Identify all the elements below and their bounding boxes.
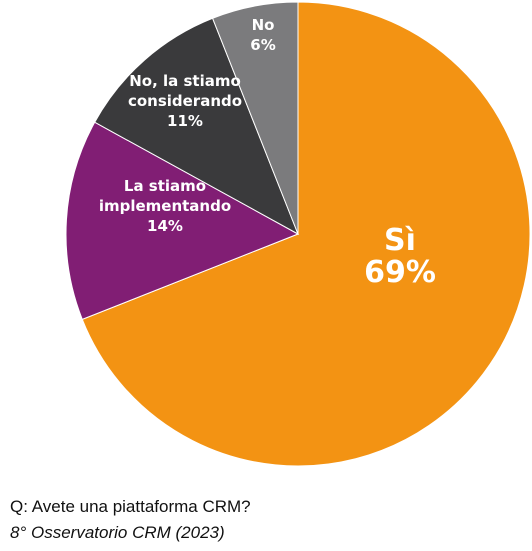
pie-label-text-1: implementando [99,197,231,215]
pie-label-2: No, la stiamo considerando 11% [128,72,242,130]
pie-label-value-2: 11% [167,112,203,130]
pie-label-text-1: La stiamo [124,177,206,195]
chart-question: Q: Avete una piattaforma CRM? [10,497,251,516]
pie-labels: Sì 69% La stiamo implementando 14% No, la sti… [99,16,436,290]
chart-source: 8° Osservatorio CRM (2023) [10,523,225,542]
pie-slices [65,1,531,467]
pie-label-value-3: 6% [250,36,275,54]
pie-label-value-1: 14% [147,217,183,235]
pie-slice-2 [94,17,299,236]
pie-label-text-3: No [252,16,275,34]
pie-label-text-2: considerando [128,92,242,110]
pie-label-0: Sì 69% [364,223,436,290]
pie-slice-1 [65,121,300,321]
pie-label-1: La stiamo implementando 14% [99,177,231,235]
pie-label-3: No 6% [250,16,275,54]
pie-chart: Sì 69% La stiamo implementando 14% No, la sti… [65,1,531,467]
pie-label-value-0: 69% [364,255,436,290]
pie-slice-0 [81,1,531,467]
pie-slice-3 [211,1,299,235]
pie-label-text-0: Sì [384,223,416,258]
pie-label-text-2: No, la stiamo [129,72,241,90]
